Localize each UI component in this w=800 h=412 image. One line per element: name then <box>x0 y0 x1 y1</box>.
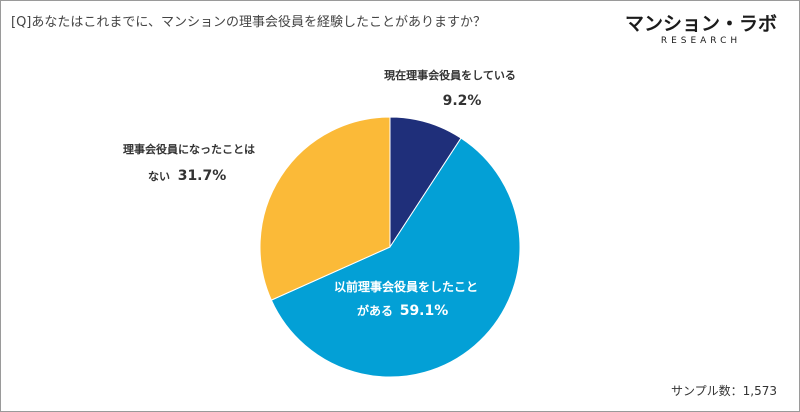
slice-value-never: 31.7% <box>178 168 227 184</box>
slice-label-past-line2: がある <box>357 303 393 318</box>
logo-main-text: マンション・ラボ <box>624 13 777 35</box>
slice-label-past-line1: 以前理事会役員をしたこと <box>334 279 478 294</box>
slice-label-never-line2: ない <box>148 170 170 183</box>
question-title: [Q]あなたはこれまでに、マンションの理事会役員を経験したことがありますか？ <box>11 15 486 30</box>
sample-size: サンプル数：1,573 <box>671 384 777 398</box>
brand-logo: マンション・ラボ RESEARCH <box>625 9 777 46</box>
slice-value-past: 59.1% <box>400 303 449 319</box>
slice-label-current: 現在理事会役員をしている <box>384 68 516 82</box>
logo-sub-text: RESEARCH <box>660 36 742 46</box>
slice-value-current: 9.2% <box>443 93 482 109</box>
pie-slice-past <box>270 137 521 378</box>
slice-label-never-line1: 理事会役員になったことは <box>123 142 255 156</box>
pie-slice-never <box>259 116 391 301</box>
